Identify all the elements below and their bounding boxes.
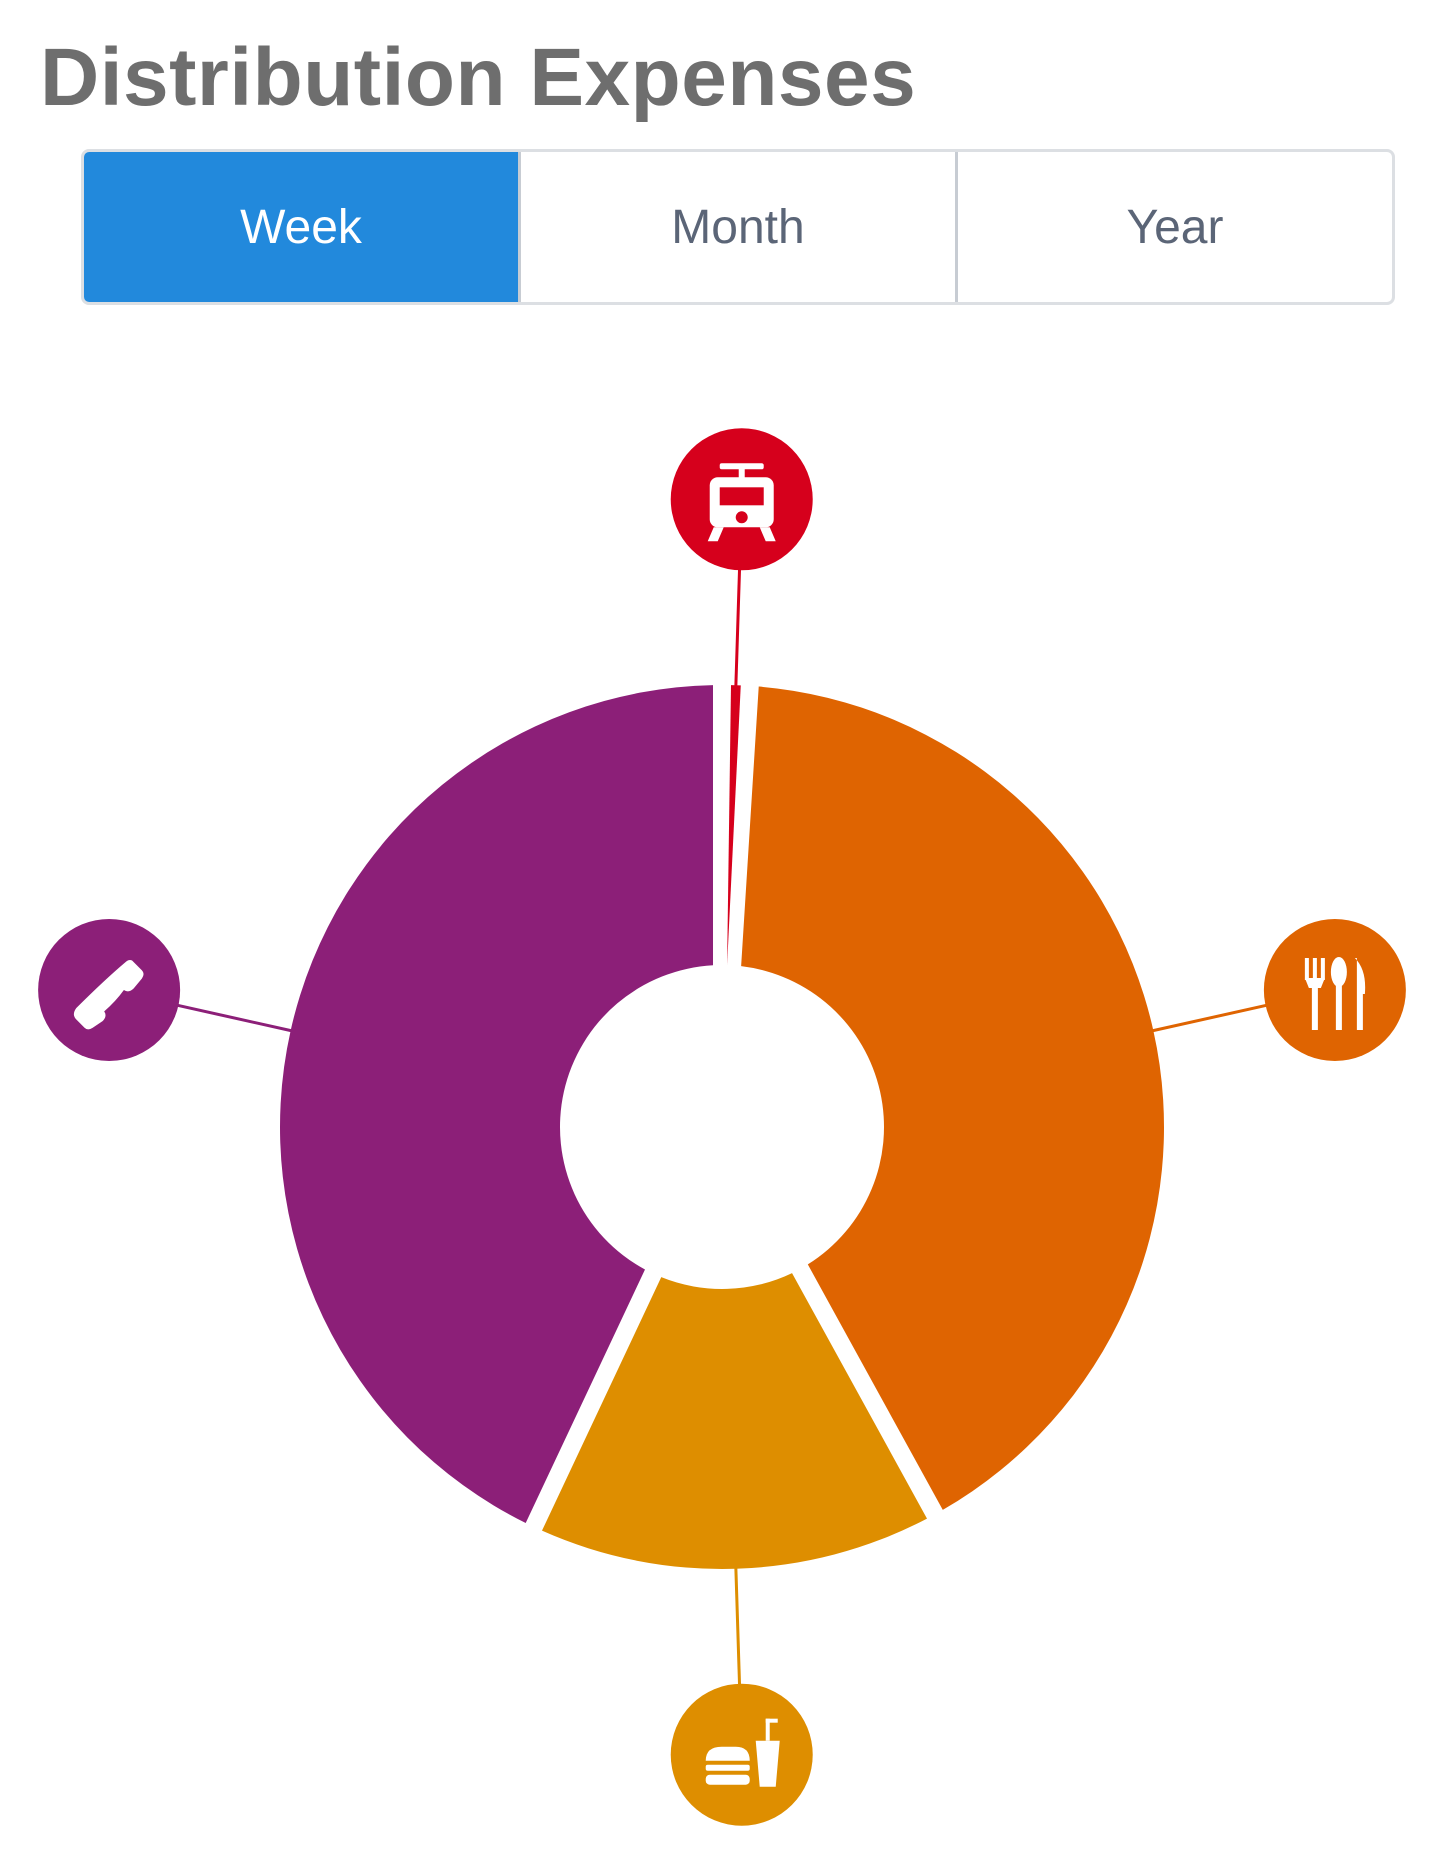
slice-fast-food[interactable] — [541, 1273, 928, 1569]
slice-phone[interactable] — [279, 685, 714, 1524]
cutlery-badge[interactable] — [1263, 919, 1406, 1062]
tab-month[interactable]: Month — [518, 152, 955, 302]
phone-badge[interactable] — [38, 919, 181, 1062]
expense-chart — [0, 360, 1440, 1860]
period-selector: Week Month Year — [81, 149, 1395, 305]
leader-lines — [176, 568, 1268, 1686]
tab-week[interactable]: Week — [84, 152, 518, 302]
tram-icon — [707, 463, 776, 542]
phone-icon — [73, 959, 144, 1030]
slice-icons — [38, 428, 1406, 1826]
leader-fast-food — [734, 1562, 742, 1686]
fast-food-badge[interactable] — [670, 1683, 813, 1826]
tram-badge[interactable] — [670, 428, 813, 571]
slice-tram[interactable] — [727, 685, 741, 966]
leader-tram — [734, 568, 742, 692]
tab-week-label: Week — [240, 200, 362, 254]
slices — [279, 685, 1165, 1569]
tab-year-label: Year — [1126, 200, 1224, 254]
fast-food-icon — [705, 1718, 780, 1787]
donut-chart — [38, 428, 1406, 1826]
page-title: Distribution Expenses — [40, 32, 917, 123]
tab-year[interactable]: Year — [955, 152, 1392, 302]
slice-cutlery[interactable] — [741, 686, 1165, 1510]
cutlery-icon — [1304, 957, 1366, 1031]
tab-month-label: Month — [671, 200, 805, 254]
leader-cutlery — [1147, 1003, 1268, 1034]
leader-phone — [176, 1003, 297, 1034]
